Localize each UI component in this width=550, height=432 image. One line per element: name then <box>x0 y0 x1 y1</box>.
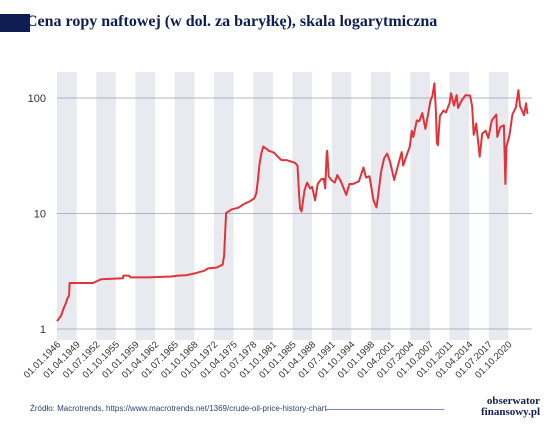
title-accent-bar <box>0 14 30 32</box>
x-axis-ticks: 01.01.194601.04.194901.07.195201.10.1955… <box>22 339 515 380</box>
series-line-oil-price <box>56 82 529 322</box>
grid-band <box>174 72 195 340</box>
source-divider <box>326 409 444 410</box>
grid-bands <box>57 72 509 340</box>
chart-title: Cena ropy naftowej (w dol. za baryłkę), … <box>26 13 438 30</box>
y-tick-label: 10 <box>34 209 46 221</box>
grid-band <box>331 72 352 340</box>
grid-band <box>488 72 509 340</box>
grid-band <box>253 72 273 340</box>
grid-band <box>410 72 430 340</box>
grid-band <box>214 72 234 340</box>
grid-band <box>135 72 156 340</box>
y-tick-label: 1 <box>40 324 46 336</box>
brand-logo: obserwator finansowy.pl <box>456 396 540 418</box>
grid-band <box>371 72 391 340</box>
logo-line-2: finansowy.pl <box>481 406 540 418</box>
grid-band <box>449 72 470 340</box>
grid-band <box>57 72 77 340</box>
y-axis-ticks: 1 10 100 <box>28 93 46 336</box>
source-note: Źródło: Macrotrends, https://www.macrotr… <box>30 404 327 413</box>
logo-line-1: obserwator <box>486 395 540 407</box>
grid-band <box>96 72 116 340</box>
y-tick-label: 100 <box>28 93 46 105</box>
